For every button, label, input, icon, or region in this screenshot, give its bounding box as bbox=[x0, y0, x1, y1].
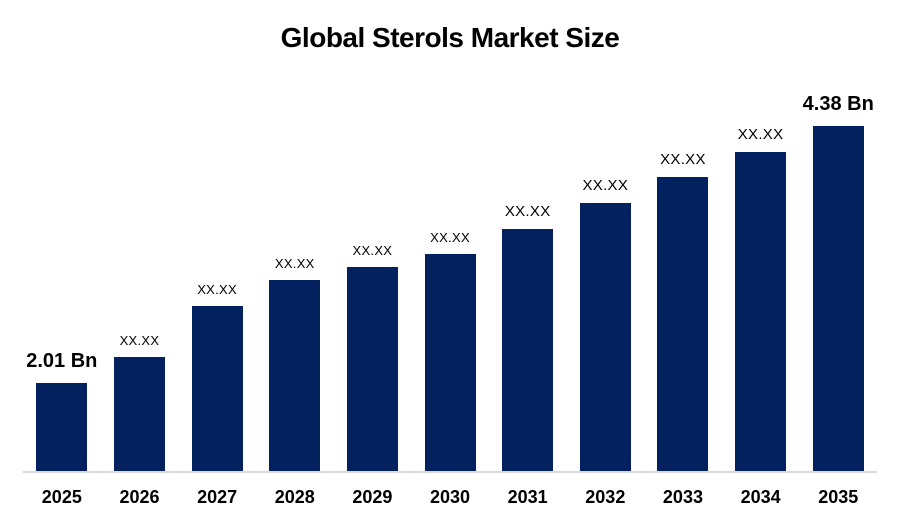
bar-value-label-2034: XX.XX bbox=[737, 125, 784, 143]
bar-2034 bbox=[735, 152, 787, 471]
x-axis-label-2029: 2029 bbox=[352, 487, 393, 507]
bar-column-2029: XX.XX bbox=[334, 0, 412, 471]
bar-2035 bbox=[812, 126, 864, 471]
bar-value-label-2033: XX.XX bbox=[660, 150, 706, 168]
bar-column-2026: XX.XX bbox=[101, 0, 179, 471]
x-axis-label-2028: 2028 bbox=[274, 487, 315, 507]
x-axis-label-2032: 2032 bbox=[585, 487, 626, 507]
bar-column-2033: XX.XX bbox=[644, 0, 722, 471]
bar-2025 bbox=[36, 383, 88, 471]
bar-column-2032: XX.XX bbox=[566, 0, 644, 471]
bar-value-label-2029: XX.XX bbox=[352, 242, 393, 258]
bar-column-2028: XX.XX bbox=[256, 0, 334, 471]
bar-2031 bbox=[502, 229, 554, 471]
bar-2032 bbox=[579, 203, 631, 471]
bar-2026 bbox=[113, 357, 165, 471]
x-axis-line bbox=[23, 471, 877, 473]
chart-title: Global Sterols Market Size bbox=[280, 22, 620, 53]
bar-2033 bbox=[657, 177, 709, 471]
bar-column-2031: XX.XX bbox=[489, 0, 567, 471]
x-axis-label-2030: 2030 bbox=[430, 487, 471, 507]
bar-value-label-2030: XX.XX bbox=[430, 229, 470, 245]
x-axis-label-2025: 2025 bbox=[41, 487, 82, 507]
x-axis-label-2026: 2026 bbox=[119, 487, 160, 507]
bar-2027 bbox=[191, 306, 243, 471]
bar-2028 bbox=[269, 280, 321, 471]
bar-2030 bbox=[424, 254, 476, 471]
bar-column-2027: XX.XX bbox=[178, 0, 256, 471]
bar-column-2034: XX.XX bbox=[722, 0, 800, 471]
bar-value-label-2027: XX.XX bbox=[197, 281, 237, 297]
x-axis-labels: 2025 2026 2027 2028 2029 2030 2031 2032 2033 2034… bbox=[23, 487, 877, 508]
x-axis-label-2035: 2035 bbox=[818, 487, 859, 507]
bar-column-2035: 4.38 Bn bbox=[799, 0, 877, 471]
x-axis-label-2034: 2034 bbox=[740, 487, 781, 507]
bar-value-label-2035: 4.38 Bn bbox=[802, 93, 874, 115]
x-axis-label-2031: 2031 bbox=[507, 487, 548, 507]
x-axis-label-2027: 2027 bbox=[197, 487, 238, 507]
bar-value-label-2032: XX.XX bbox=[582, 176, 629, 194]
bar-value-label-2025: 2.01 Bn bbox=[26, 350, 98, 372]
bar-value-label-2028: XX.XX bbox=[274, 255, 315, 271]
bar-column-2030: XX.XX bbox=[411, 0, 489, 471]
x-axis-label-2033: 2033 bbox=[662, 487, 703, 507]
bar-column-2025: 2.01 Bn bbox=[23, 0, 101, 471]
plot-area: 2.01 Bn XX.XX XX.XX XX.XX XX.XX XX.XX XX.XX XX.… bbox=[23, 0, 877, 471]
bar-2029 bbox=[346, 267, 398, 471]
bar-value-label-2026: XX.XX bbox=[119, 332, 160, 348]
bar-value-label-2031: XX.XX bbox=[504, 202, 551, 220]
